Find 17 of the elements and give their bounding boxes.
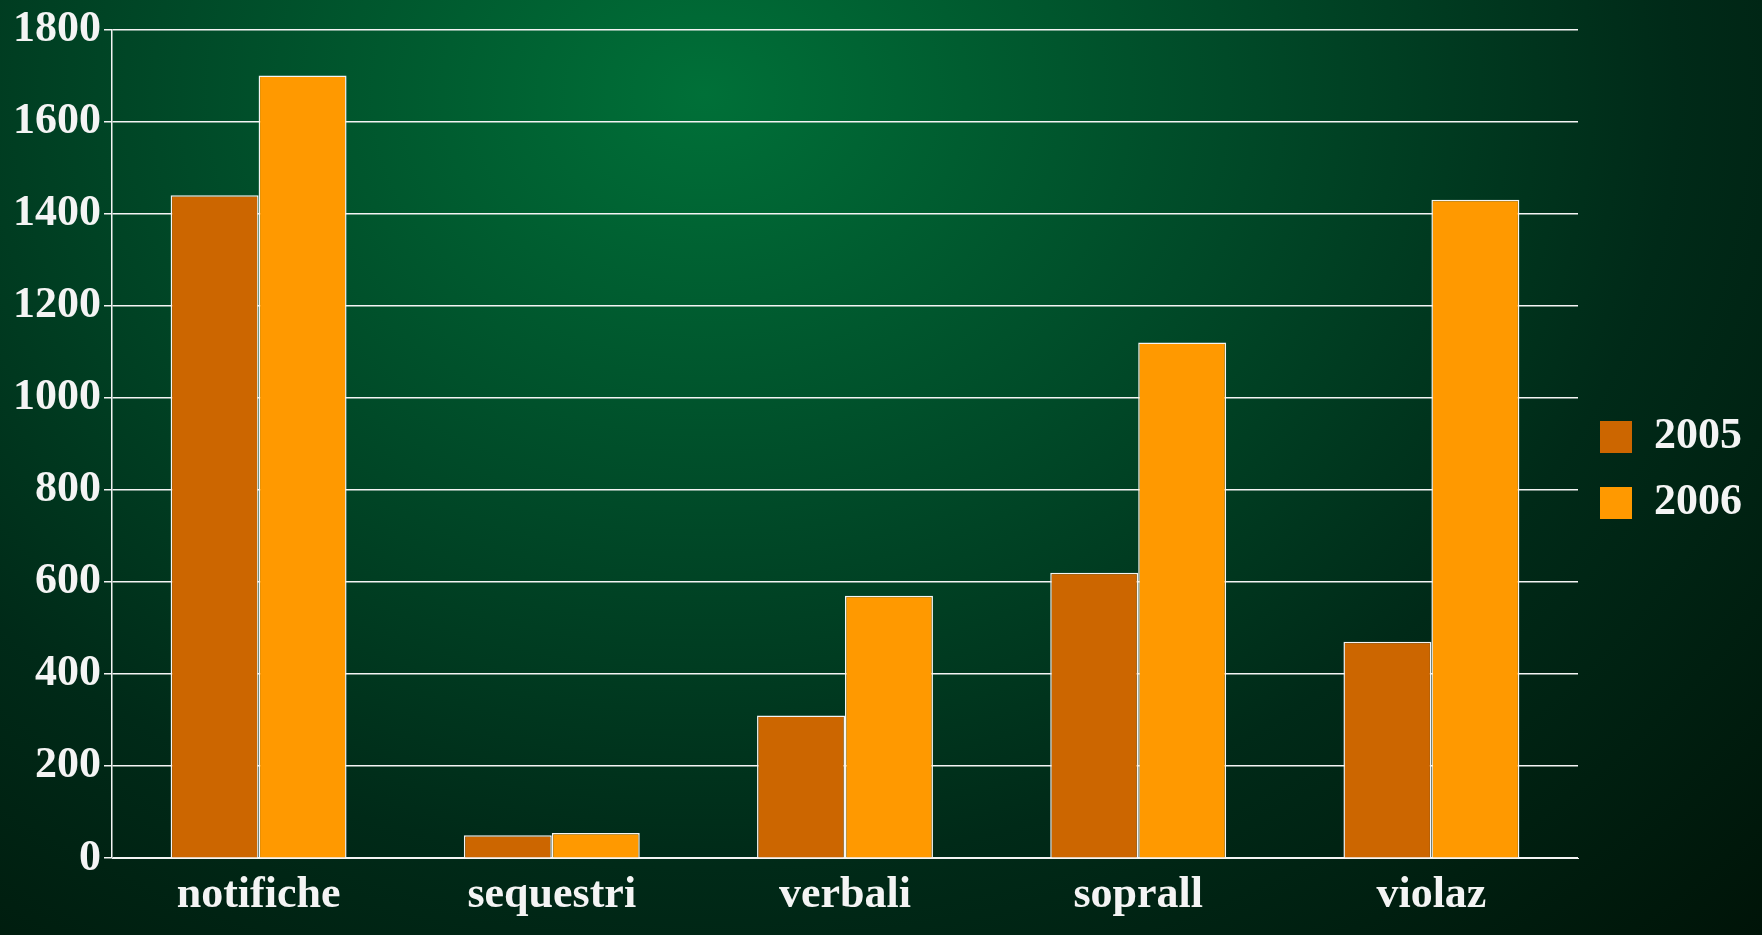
- x-tick-label: sequestri: [467, 867, 637, 917]
- y-tick-label: 0: [79, 830, 101, 880]
- y-tick-label: 1400: [13, 185, 101, 235]
- y-tick-label: 600: [35, 554, 101, 604]
- legend-label: 2006: [1654, 475, 1742, 525]
- y-tick-label: 1800: [13, 1, 101, 51]
- x-tick-label: violaz: [1376, 867, 1487, 917]
- y-tick-label: 800: [35, 462, 101, 512]
- y-tick-label: 200: [35, 738, 101, 788]
- y-tick-label: 1600: [13, 93, 101, 143]
- x-tick-label: verbali: [779, 867, 911, 917]
- x-tick-label: soprall: [1073, 867, 1203, 917]
- y-tick-label: 1000: [13, 370, 101, 420]
- y-tick-label: 1200: [13, 278, 101, 328]
- x-tick-label: notifiche: [176, 867, 341, 917]
- legend-label: 2005: [1654, 409, 1742, 459]
- y-tick-label: 400: [35, 646, 101, 696]
